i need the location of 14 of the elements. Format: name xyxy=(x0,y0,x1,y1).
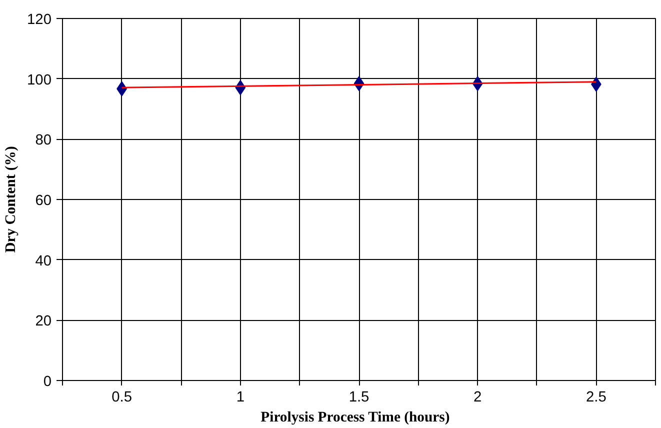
x-tick-label: 1.5 xyxy=(348,390,370,406)
y-tick-label: 120 xyxy=(27,12,52,28)
y-tick-label: 20 xyxy=(35,314,52,330)
y-tick-label: 60 xyxy=(35,193,52,209)
x-axis-title: Pirolysis Process Time (hours) xyxy=(260,410,450,426)
x-tick-label: 2 xyxy=(474,390,482,406)
y-tick-label: 100 xyxy=(27,72,52,88)
x-tick-label: 0.5 xyxy=(112,390,132,406)
x-tick-label: 2.5 xyxy=(586,390,606,406)
y-tick-label: 0 xyxy=(43,374,52,390)
y-axis-title: Dry Content (%) xyxy=(3,146,20,253)
y-tick-label: 40 xyxy=(35,253,52,270)
x-tick-label: 1 xyxy=(236,390,244,406)
y-tick-label: 80 xyxy=(35,132,52,149)
